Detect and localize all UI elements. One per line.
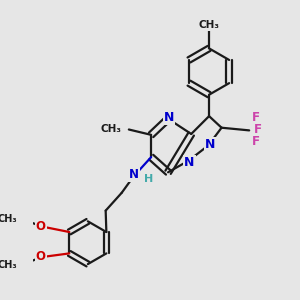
Text: N: N <box>205 138 215 151</box>
Text: CH₃: CH₃ <box>0 260 17 270</box>
Text: N: N <box>129 168 139 181</box>
Text: CH₃: CH₃ <box>0 214 17 224</box>
Text: O: O <box>36 220 46 233</box>
Text: O: O <box>36 250 46 263</box>
Text: F: F <box>254 123 262 136</box>
Text: F: F <box>252 136 260 148</box>
Text: F: F <box>252 111 260 124</box>
Text: CH₃: CH₃ <box>199 20 220 30</box>
Text: H: H <box>144 173 153 184</box>
Text: CH₃: CH₃ <box>101 124 122 134</box>
Text: N: N <box>164 110 174 124</box>
Text: N: N <box>184 156 195 169</box>
